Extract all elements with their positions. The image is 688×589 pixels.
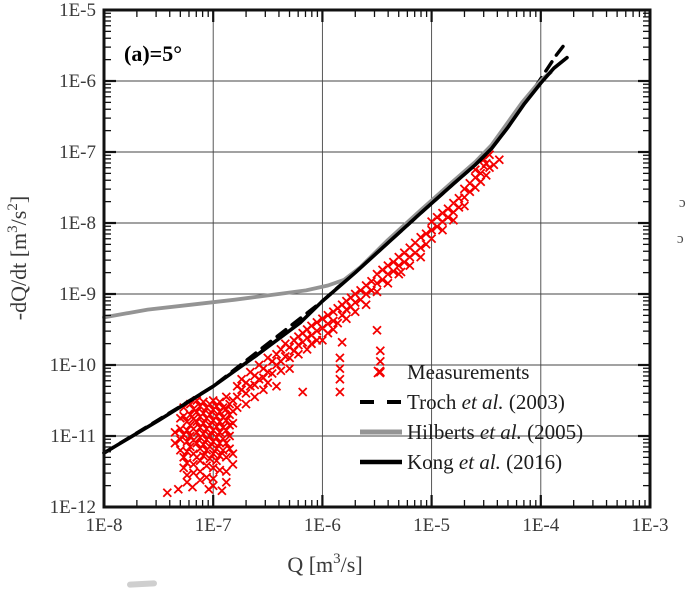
- legend-item-kong: Kong et al. (2016): [360, 450, 562, 474]
- y-tick-label: 1E-9: [59, 284, 96, 305]
- y-tick-labels: 1E-5 1E-6 1E-7 1E-8 1E-9 1E-10 1E-11 1E-12: [50, 0, 96, 518]
- model-curves: [102, 42, 569, 455]
- hilberts-2005-curve: [102, 70, 553, 320]
- x-tick-label: 1E-7: [195, 515, 232, 536]
- legend-item-measurements: Measurements: [373, 360, 529, 384]
- cropped-glyph-artifact: ɔ: [679, 195, 686, 211]
- panel-annotation: (a)=5°: [124, 41, 182, 66]
- x-axis-title: Q [m3/s]: [287, 551, 362, 577]
- y-tick-label: 1E-12: [50, 497, 96, 518]
- x-tick-label: 1E-4: [522, 515, 559, 536]
- x-tick-labels: 1E-8 1E-7 1E-6 1E-5 1E-4 1E-3: [86, 515, 669, 536]
- x-tick-label: 1E-3: [632, 515, 669, 536]
- measurements-points: [162, 150, 504, 498]
- legend-label-kong: Kong et al. (2016): [407, 450, 562, 474]
- legend-label-hilberts: Hilberts et al. (2005): [407, 420, 583, 444]
- y-tick-label: 1E-7: [59, 142, 96, 163]
- x-tick-label: 1E-8: [86, 515, 123, 536]
- x-tick-label: 1E-6: [304, 515, 341, 536]
- plot-frame: [102, 8, 652, 509]
- measurements-scatter: [162, 150, 504, 498]
- kong-2016-curve: [102, 55, 569, 455]
- measurements-marker-icon: [373, 366, 385, 378]
- legend-label-troch: Troch et al. (2003): [407, 390, 565, 414]
- x-tick-label: 1E-5: [413, 515, 450, 536]
- legend-label-measurements: Measurements: [407, 360, 529, 384]
- cropped-glyph-artifact: ɔ: [677, 231, 684, 247]
- y-tick-label: 1E-10: [50, 355, 96, 376]
- legend-item-hilberts: Hilberts et al. (2005): [360, 420, 583, 444]
- y-axis-title: -dQ/dt [m3/s2]: [5, 196, 31, 320]
- y-tick-label: 1E-5: [59, 0, 96, 21]
- y-tick-label: 1E-6: [59, 71, 96, 92]
- legend: Measurements Troch et al. (2003) Hilbert…: [360, 360, 583, 474]
- legend-item-troch: Troch et al. (2003): [360, 390, 565, 414]
- y-tick-label: 1E-11: [50, 426, 96, 447]
- y-tick-label: 1E-8: [59, 213, 96, 234]
